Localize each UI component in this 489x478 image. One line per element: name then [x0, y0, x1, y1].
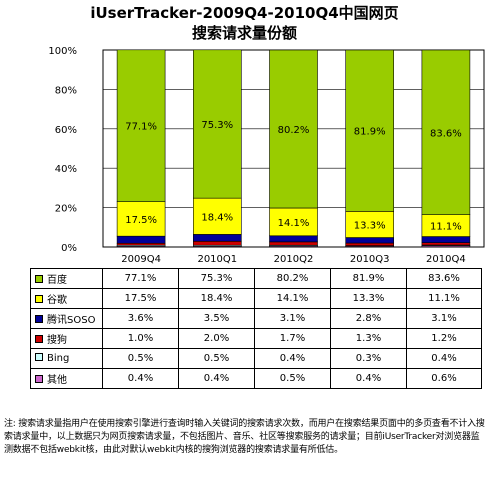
table-row: Bing 0.5% 0.5% 0.4% 0.3% 0.4%	[30, 348, 482, 369]
series-name-cell: 搜狗	[30, 328, 103, 349]
legend-swatch	[35, 295, 43, 303]
legend-swatch	[35, 353, 43, 361]
value-cell: 11.1%	[406, 288, 482, 309]
bar-segment	[345, 242, 395, 246]
bar-segment	[193, 49, 242, 199]
legend-swatch	[35, 275, 43, 283]
value-cell: 3.5%	[178, 308, 255, 329]
table-row: 百度 77.1% 75.3% 80.2% 81.9% 83.6%	[30, 268, 482, 289]
value-cell: 0.4%	[330, 368, 407, 389]
chart-title-line1: iUserTracker-2009Q4-2010Q4中国网页	[90, 4, 399, 22]
value-cell: 13.3%	[330, 288, 407, 309]
value-cell: 18.4%	[178, 288, 255, 309]
x-tick-label: 2010Q3	[350, 254, 390, 265]
table-row: 其他 0.4% 0.4% 0.5% 0.4% 0.6%	[30, 368, 482, 389]
bar-segment	[193, 234, 242, 242]
value-cell: 75.3%	[178, 268, 255, 289]
chart-title-line2: 搜索请求量份额	[191, 24, 297, 42]
data-label: 14.1%	[278, 218, 310, 229]
series-name-cell: 腾讯SOSO	[30, 308, 103, 329]
data-label: 17.5%	[125, 215, 157, 226]
data-label: 77.1%	[125, 122, 157, 133]
value-cell: 1.0%	[102, 328, 179, 349]
bar-segment	[269, 49, 318, 209]
data-table: 百度 77.1% 75.3% 80.2% 81.9% 83.6% 谷歌 17.5% 18.4% 1…	[30, 268, 482, 389]
value-cell: 80.2%	[254, 268, 331, 289]
series-name: Bing	[47, 353, 70, 364]
legend-swatch	[35, 335, 43, 343]
value-cell: 3.6%	[102, 308, 179, 329]
y-tick-label: 100%	[48, 46, 77, 57]
bar-segment	[345, 211, 395, 238]
series-name: 百度	[47, 275, 67, 286]
y-tick-label: 0%	[61, 243, 77, 254]
bar-segment	[421, 49, 471, 215]
bar-segment	[269, 207, 318, 237]
value-cell: 2.0%	[178, 328, 255, 349]
y-tick-label: 80%	[55, 85, 77, 96]
x-tick-label: 2009Q4	[121, 254, 161, 265]
bar-segment	[193, 240, 242, 246]
bar-segment	[345, 237, 395, 244]
bar-segment	[269, 241, 318, 246]
value-cell: 17.5%	[102, 288, 179, 309]
value-cell: 14.1%	[254, 288, 331, 309]
value-cell: 1.7%	[254, 328, 331, 349]
series-name-cell: 谷歌	[30, 288, 103, 309]
legend-swatch	[35, 315, 43, 323]
value-cell: 1.2%	[406, 328, 482, 349]
value-cell: 2.8%	[330, 308, 407, 329]
y-tick-label: 20%	[55, 204, 77, 215]
bar-segment	[345, 49, 395, 212]
value-cell: 0.4%	[254, 348, 331, 369]
table-row: 腾讯SOSO 3.6% 3.5% 3.1% 2.8% 3.1%	[30, 308, 482, 329]
bar-segment	[193, 197, 242, 235]
data-label: 11.1%	[430, 222, 462, 233]
data-label: 80.2%	[278, 125, 310, 136]
bar-segment	[421, 242, 471, 246]
series-name: 腾讯SOSO	[47, 315, 96, 326]
bar-segment	[269, 235, 318, 243]
bar-segment	[116, 235, 166, 244]
value-cell: 0.4%	[102, 368, 179, 389]
x-tick-label: 2010Q4	[426, 254, 466, 265]
value-cell: 3.1%	[254, 308, 331, 329]
series-name: 谷歌	[47, 295, 67, 306]
value-cell: 3.1%	[406, 308, 482, 329]
y-tick-label: 40%	[55, 164, 77, 175]
value-cell: 83.6%	[406, 268, 482, 289]
data-label: 75.3%	[201, 120, 233, 131]
value-cell: 81.9%	[330, 268, 407, 289]
bar-segment	[421, 236, 471, 243]
footnote: 注: 搜索请求量指用户在使用搜索引擎进行查询时输入关键词的搜索请求次数，而用户在…	[4, 419, 485, 455]
series-name-cell: 百度	[30, 268, 103, 289]
value-cell: 0.5%	[178, 348, 255, 369]
series-name-cell: 其他	[30, 368, 103, 389]
table-row: 搜狗 1.0% 2.0% 1.7% 1.3% 1.2%	[30, 328, 482, 349]
stacked-bar-chart: 0% 20% 40% 60% 80% 100% 17.5% 77.1% 2009Q4 18.4% 7…	[48, 46, 485, 265]
data-label: 13.3%	[354, 220, 386, 231]
value-cell: 1.3%	[330, 328, 407, 349]
y-tick-label: 60%	[55, 125, 77, 136]
value-cell: 0.4%	[406, 348, 482, 369]
series-name: 其他	[47, 375, 67, 386]
series-name: 搜狗	[47, 335, 67, 346]
value-cell: 0.4%	[178, 368, 255, 389]
series-name-cell: Bing	[30, 348, 103, 369]
data-label: 81.9%	[354, 127, 386, 138]
table-row: 谷歌 17.5% 18.4% 14.1% 13.3% 11.1%	[30, 288, 482, 309]
data-label: 83.6%	[430, 128, 462, 139]
value-cell: 77.1%	[102, 268, 179, 289]
bar-segment	[116, 49, 166, 202]
data-label: 18.4%	[201, 212, 233, 223]
value-cell: 0.3%	[330, 348, 407, 369]
value-cell: 0.5%	[102, 348, 179, 369]
x-tick-label: 2010Q1	[197, 254, 237, 265]
value-cell: 0.5%	[254, 368, 331, 389]
legend-swatch	[35, 375, 43, 383]
x-tick-label: 2010Q2	[274, 254, 314, 265]
bar-segment	[116, 201, 166, 237]
value-cell: 0.6%	[406, 368, 482, 389]
